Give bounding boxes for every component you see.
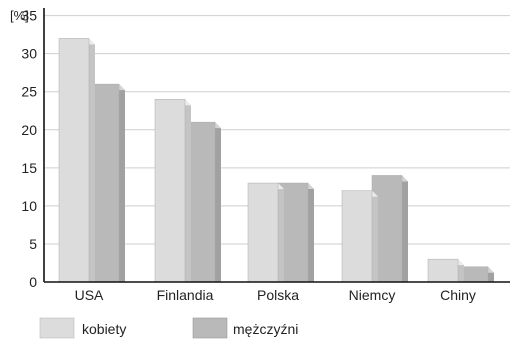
bar-side: [185, 99, 191, 282]
bar-front: [247, 182, 279, 283]
legend-swatch-kobiety: [39, 317, 75, 339]
bar-front: [341, 190, 373, 283]
x-tick-label: Chiny: [440, 287, 476, 303]
legend-label-kobiety: kobiety: [82, 321, 126, 337]
bar-kobiety-Polska: [247, 182, 284, 283]
bar-kobiety-USA: [58, 38, 95, 283]
bar-side: [119, 84, 125, 282]
y-tick-label: 15: [21, 160, 37, 176]
x-tick-label: Polska: [257, 287, 299, 303]
bar-kobiety-Finlandia: [154, 99, 191, 283]
legend-item-mezczyzni: mężczyźni: [192, 317, 298, 339]
bar-front: [427, 258, 459, 283]
axes: [43, 8, 510, 283]
y-tick-label: 5: [29, 236, 37, 252]
bars: [58, 38, 494, 283]
bar-front: [154, 99, 186, 283]
bar-kobiety-Niemcy: [341, 190, 378, 283]
y-tick-label: 10: [21, 198, 37, 214]
legend-item-kobiety: kobiety: [39, 317, 126, 339]
bar-side: [278, 183, 284, 282]
bar-side: [308, 183, 314, 282]
y-tick-label: 25: [21, 84, 37, 100]
y-tick-label: 35: [21, 8, 37, 24]
legend-swatch-mezczyzni: [192, 317, 228, 339]
legend: kobiety mężczyźni: [39, 317, 298, 339]
bar-side: [402, 175, 408, 282]
x-tick-label: USA: [75, 287, 104, 303]
bar-side: [89, 38, 95, 282]
bar-kobiety-Chiny: [427, 258, 464, 283]
bar-side: [215, 122, 221, 283]
bar-front: [58, 38, 90, 283]
y-unit-label: [%]: [10, 8, 29, 23]
y-tick-label: 30: [21, 46, 37, 62]
y-tick-label: 0: [29, 274, 37, 290]
y-tick-labels: 0 5 10 15 20 25 30 35: [21, 8, 37, 290]
bar-side: [372, 190, 378, 282]
y-tick-label: 20: [21, 122, 37, 138]
x-tick-label: Finlandia: [157, 287, 214, 303]
x-tick-labels: USA Finlandia Polska Niemcy Chiny: [75, 287, 476, 303]
legend-label-mezczyzni: mężczyźni: [233, 321, 298, 337]
bar-mężczyźni-Chiny: [457, 266, 494, 283]
x-tick-label: Niemcy: [349, 287, 396, 303]
